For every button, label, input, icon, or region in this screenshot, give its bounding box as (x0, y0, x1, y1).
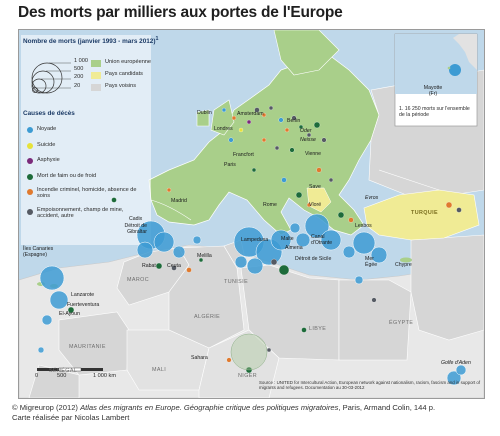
scale-0: 0 (35, 373, 39, 379)
cause-asphyxie: Asphyxie (37, 157, 60, 163)
credit-line-1: © Migreurop (2012) Atlas des migrants en… (12, 403, 436, 412)
size-legend-circles (31, 62, 63, 94)
label-vlore: Vlorë (309, 202, 322, 208)
label-lesbos: Lesbos (355, 223, 372, 229)
incident-dots (67, 105, 462, 374)
label-cadix: Cadix (129, 216, 143, 222)
label-turquie: TURQUIE (411, 210, 439, 216)
cause-noyade: Noyade (37, 126, 57, 132)
source-text: Source : UNITED for Intercultural Action… (259, 380, 481, 391)
label-chypre: Chypre (395, 262, 412, 268)
scale-1000: 1 000 km (93, 373, 117, 379)
label-rome: Rome (263, 202, 277, 208)
label-canaries: Îles Canaries (Espagne) (23, 246, 54, 258)
label-sahara: Sahara (191, 355, 208, 361)
middle-east-land (410, 234, 484, 341)
label-evros: Evros (365, 195, 379, 201)
cause-suicide: Suicide (37, 142, 56, 148)
label-amsterdam: Amsterdam (237, 111, 264, 117)
map-frame: Nombre de morts (janvier 1993 - mars 201… (18, 29, 485, 399)
label-lanzarote: Lanzarote (71, 292, 95, 298)
label-malte: Malte (281, 236, 294, 242)
causes-heading: Causes de décès (23, 110, 75, 117)
niger-circle (230, 333, 268, 371)
label-tunisie: TUNISIE (224, 279, 249, 285)
area-neighbor-label: Pays voisins (105, 83, 137, 89)
label-golfe-aden: Golfe d'Aden (441, 360, 471, 366)
label-maroc: MAROC (127, 277, 150, 283)
label-oder: Oder (300, 128, 312, 134)
label-fuerteventura: Fuerteventura (67, 302, 100, 308)
label-detroit-sicile: Détroit de Sicile (295, 256, 332, 262)
label-melilla: Melilla (197, 253, 212, 259)
credit-block: © Migreurop (2012) Atlas des migrants en… (12, 403, 435, 423)
niger-land (198, 329, 280, 398)
label-mer-egee: Mer Égée (365, 256, 378, 268)
label-mauritanie: MAURITANIE (69, 344, 106, 350)
label-vienne: Vienne (305, 151, 322, 157)
label-ceuta: Ceuta (167, 263, 181, 269)
legend-panel (21, 35, 151, 245)
label-londres: Londres (214, 126, 233, 132)
credit-line-2: Carte réalisée par Nicolas Lambert (12, 413, 130, 422)
label-senegal: SÉNÉGAL (49, 368, 78, 374)
scandinavia-land (273, 30, 340, 76)
label-algerie: ALGÉRIE (194, 314, 221, 320)
death-circles (37, 213, 467, 386)
area-eu-label: Union européenne (105, 59, 152, 65)
europe-eu-land (148, 54, 380, 236)
label-neisse: Neisse (300, 137, 316, 143)
count-200: 200 (74, 74, 84, 80)
label-berlin: Berlin (287, 118, 301, 124)
label-el-ayoun: El-Ayoun (59, 311, 80, 317)
label-almeria: Almeria (285, 245, 303, 251)
inset-mayotte: Mayotte (Fr) (423, 85, 443, 97)
cyprus-land (400, 257, 412, 263)
map-title: Des morts par milliers aux portes de l'E… (18, 4, 343, 21)
label-libye: LIBYE (309, 326, 327, 332)
count-heading: Nombre de morts (janvier 1993 - mars 201… (23, 36, 159, 46)
label-paris: Paris (224, 162, 236, 168)
label-madrid: Madrid (171, 198, 187, 204)
egypt-land (338, 279, 412, 361)
inset-footnote: 1. 16 250 morts sur l'ensemble de la pér… (399, 106, 470, 118)
uk-land (210, 99, 235, 136)
label-gibraltar: Détroit de Gibraltar (124, 223, 148, 235)
count-20: 20 (74, 83, 81, 89)
label-francfort: Francfort (233, 152, 254, 158)
label-mali: MALI (152, 367, 167, 373)
label-lampedusa: Lampedusa (241, 237, 269, 243)
count-500: 500 (74, 66, 84, 72)
label-rabat: Rabat (142, 263, 156, 269)
label-otrante: Canal d'Otrante (311, 234, 333, 246)
scale-500: 500 (57, 373, 67, 379)
ireland-land (196, 109, 210, 127)
count-1000: 1 000 (74, 58, 88, 64)
label-niger: NIGER (238, 373, 258, 379)
senegal-land (28, 364, 80, 398)
label-save: Save (309, 184, 321, 190)
cause-autre: Empoisonnement, champ de mine, accident,… (37, 207, 124, 219)
label-dublin: Dublin (197, 110, 212, 116)
cause-faim-froid: Mort de faim ou de froid (37, 173, 97, 179)
area-candidate-label: Pays candidats (105, 71, 143, 77)
label-egypte: ÉGYPTE (389, 320, 414, 326)
map-canvas (19, 30, 484, 398)
cause-incendie: Incendie criminel, homicide, absence de … (37, 187, 137, 199)
